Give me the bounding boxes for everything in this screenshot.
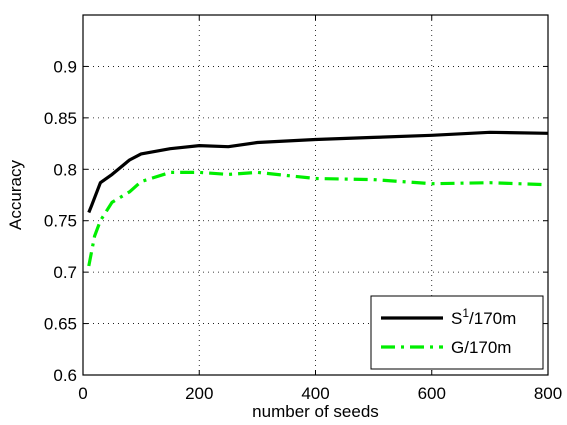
y-tick-label: 0.75 xyxy=(44,212,77,231)
tick-labels: 0 200 400 600 800 0.6 0.65 0.7 0.75 0.8 0.85 0.9 xyxy=(44,57,562,403)
series-line-0 xyxy=(87,130,549,214)
y-tick-label: 0.65 xyxy=(44,315,77,334)
x-tick-label: 600 xyxy=(418,384,446,403)
y-tick-label: 0.9 xyxy=(53,57,77,76)
y-tick-label: 0.6 xyxy=(53,366,77,385)
x-tick-label: 400 xyxy=(301,384,329,403)
y-tick-label: 0.7 xyxy=(53,263,77,282)
x-tick-label: 800 xyxy=(534,384,562,403)
legend-label-s1-base: S xyxy=(451,309,462,328)
y-tick-label: 0.85 xyxy=(44,109,77,128)
legend-label-s1-suffix: /170m xyxy=(469,309,516,328)
legend-label-s1: S1/170m xyxy=(451,306,516,328)
y-tick-label: 0.8 xyxy=(53,160,77,179)
legend-box xyxy=(370,295,544,370)
x-tick-label: 200 xyxy=(185,384,213,403)
series-line-1 xyxy=(87,170,549,267)
series-lines xyxy=(87,130,549,267)
legend-label-g: G/170m xyxy=(451,338,511,357)
legend-label-s1-sup: 1 xyxy=(462,306,469,320)
x-tick-label: 0 xyxy=(78,384,87,403)
ticks xyxy=(82,15,549,376)
legend: S1/170m G/170m xyxy=(370,295,544,370)
y-axis-label: Accuracy xyxy=(6,160,25,230)
x-axis-label: number of seeds xyxy=(252,402,379,421)
